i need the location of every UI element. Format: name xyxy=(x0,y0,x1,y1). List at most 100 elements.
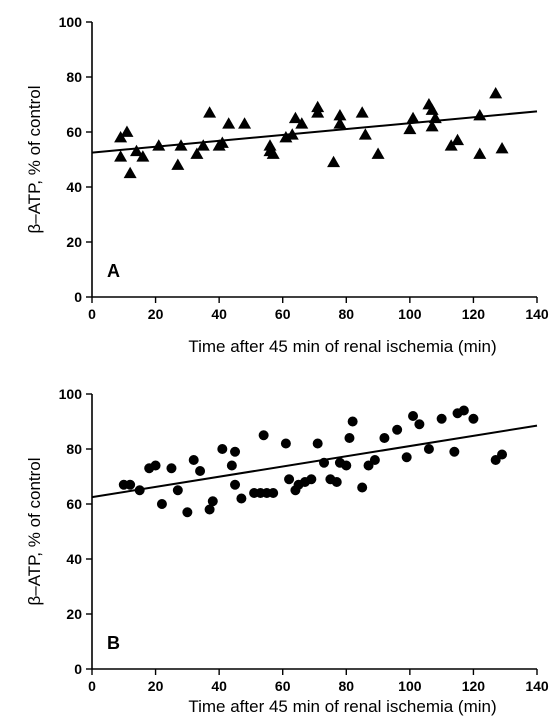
data-point-circle xyxy=(236,493,247,504)
data-point-circle xyxy=(449,446,460,457)
y-tick-label: 80 xyxy=(66,441,82,457)
data-point-triangle xyxy=(333,109,347,121)
data-point-triangle xyxy=(174,139,188,151)
data-point-triangle xyxy=(120,125,134,137)
data-point-circle xyxy=(280,438,291,449)
data-point-triangle xyxy=(355,106,369,118)
data-point-circle xyxy=(341,460,352,471)
data-point-triangle xyxy=(451,133,465,146)
data-point-circle xyxy=(284,474,295,485)
data-point-triangle xyxy=(495,142,509,154)
y-tick-label: 20 xyxy=(66,606,82,622)
data-point-circle xyxy=(258,430,269,441)
data-point-triangle xyxy=(311,106,325,118)
x-tick-label: 0 xyxy=(88,306,96,322)
data-point-circle xyxy=(230,446,241,457)
data-point-circle xyxy=(150,460,161,471)
y-tick-label: 100 xyxy=(59,14,83,30)
data-point-circle xyxy=(379,433,390,443)
data-point-circle xyxy=(312,438,323,449)
x-axis-title: Time after 45 min of renal ischemia (min… xyxy=(188,337,496,356)
data-point-circle xyxy=(392,424,403,435)
data-point-triangle xyxy=(371,147,385,159)
data-point-triangle xyxy=(196,139,210,151)
data-point-circle xyxy=(188,455,199,465)
data-point-triangle xyxy=(406,111,420,124)
data-point-circle xyxy=(207,496,218,507)
x-tick-label: 60 xyxy=(275,306,291,322)
y-tick-label: 20 xyxy=(66,234,82,250)
x-tick-label: 120 xyxy=(462,306,486,322)
data-point-triangle xyxy=(130,144,143,157)
y-tick-label: 100 xyxy=(59,386,83,402)
x-tick-label: 140 xyxy=(525,678,549,694)
data-point-triangle xyxy=(295,117,309,129)
y-tick-label: 40 xyxy=(66,179,82,195)
x-tick-label: 100 xyxy=(398,678,422,694)
data-point-triangle xyxy=(266,147,280,159)
data-point-triangle xyxy=(123,166,137,179)
data-point-triangle xyxy=(215,136,229,148)
data-point-circle xyxy=(497,449,508,460)
x-tick-label: 80 xyxy=(338,306,354,322)
data-point-triangle xyxy=(489,87,503,99)
data-point-circle xyxy=(306,474,317,485)
data-point-circle xyxy=(226,460,237,471)
data-point-circle xyxy=(344,433,355,443)
y-tick-label: 60 xyxy=(66,496,82,512)
y-axis-title: β–ATP, % of control xyxy=(25,85,44,233)
data-point-circle xyxy=(468,413,479,424)
x-tick-label: 120 xyxy=(462,678,486,694)
chart-panel-b: 0 20 40 60 80 100 0 20 40 60 80 100 120 140 Time after… xyxy=(25,386,549,716)
data-point-circle xyxy=(414,419,425,430)
data-point-triangle xyxy=(327,155,341,168)
data-point-circle xyxy=(357,482,368,493)
data-point-triangle xyxy=(263,139,277,151)
y-tick-label: 80 xyxy=(66,69,82,85)
data-point-circle xyxy=(331,477,342,487)
data-point-circle xyxy=(347,416,358,427)
data-point-circle xyxy=(172,485,183,496)
panel-label: A xyxy=(107,261,120,281)
x-axis-title: Time after 45 min of renal ischemia (min… xyxy=(188,697,496,716)
data-point-circle xyxy=(230,479,241,490)
panel-label: B xyxy=(107,633,120,653)
data-point-circle xyxy=(182,507,193,518)
data-point-triangle xyxy=(425,120,439,132)
data-point-circle xyxy=(156,499,167,509)
x-tick-label: 20 xyxy=(148,678,164,694)
data-point-triangle xyxy=(203,106,217,118)
x-tick-label: 80 xyxy=(338,678,354,694)
data-point-triangle xyxy=(403,122,417,135)
data-point-circle xyxy=(134,485,145,496)
data-point-circle xyxy=(166,463,177,474)
data-point-circle xyxy=(458,405,469,416)
data-point-circle xyxy=(319,457,330,468)
data-point-circle xyxy=(125,479,136,490)
data-point-triangle xyxy=(171,158,185,170)
data-point-triangle xyxy=(473,109,487,121)
chart-panel-a: 0 20 40 60 80 100 0 20 40 60 80 100 120 140 Time after… xyxy=(25,14,549,356)
regression-line xyxy=(91,424,538,499)
data-point-circle xyxy=(423,444,434,454)
data-point-circle xyxy=(195,466,206,476)
data-point-triangle xyxy=(152,139,166,151)
data-point-triangle xyxy=(238,117,252,129)
x-tick-label: 100 xyxy=(398,306,422,322)
data-point-triangle xyxy=(473,147,487,159)
data-point-triangle xyxy=(285,128,299,140)
data-point-triangle xyxy=(358,128,372,140)
data-point-circle xyxy=(436,413,447,424)
x-tick-label: 0 xyxy=(88,678,96,694)
data-point-triangle xyxy=(114,150,128,162)
data-point-circle xyxy=(217,444,228,454)
data-point-triangle xyxy=(190,147,204,159)
x-tick-label: 40 xyxy=(211,678,227,694)
data-point-circle xyxy=(369,455,380,465)
regression-line xyxy=(91,110,538,154)
data-point-triangle xyxy=(428,111,442,124)
data-point-triangle xyxy=(288,111,302,124)
data-point-circle xyxy=(408,411,419,421)
x-tick-label: 60 xyxy=(275,678,291,694)
